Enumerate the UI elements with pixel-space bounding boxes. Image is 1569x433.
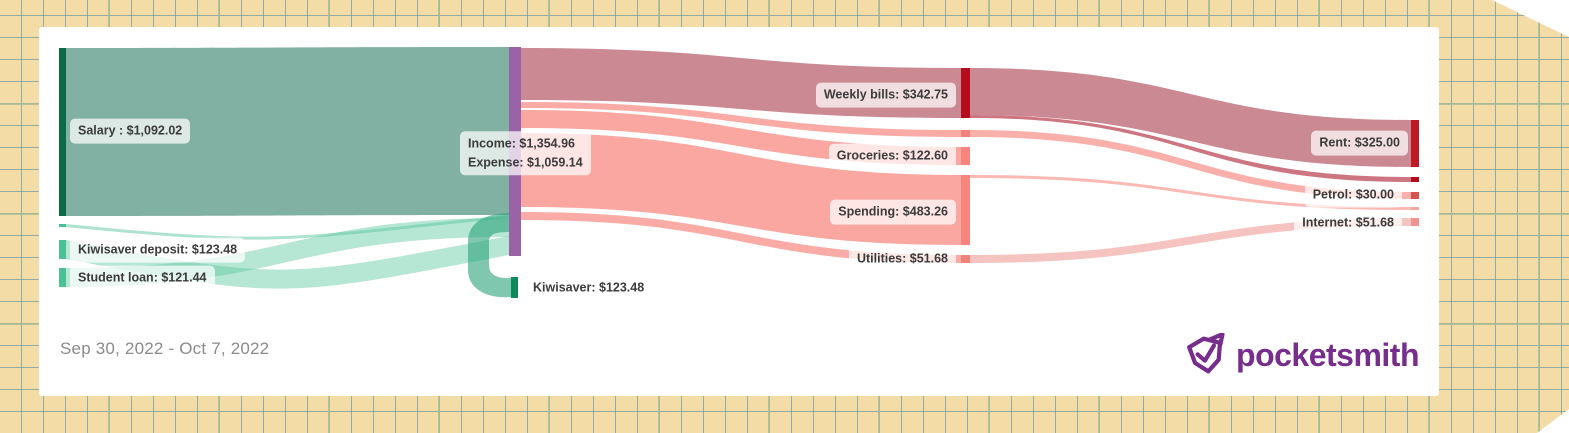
node-unlabeled-mid bbox=[961, 130, 970, 137]
node-petrol bbox=[1411, 192, 1419, 199]
brand-wordmark: pocketsmith bbox=[1236, 336, 1419, 373]
flow-wb-to-rent bbox=[970, 68, 1411, 167]
label-student-loan: Student loan: $121.44 bbox=[70, 265, 215, 291]
label-spending: Spending: $483.26 bbox=[830, 199, 956, 225]
label-kiwisaver: Kiwisaver: $123.48 bbox=[525, 275, 653, 301]
label-petrol: Petrol: $30.00 bbox=[1304, 182, 1402, 208]
cashflow-card: Salary : $1,092.02 Income: $1,354.96 Expen… bbox=[39, 27, 1439, 396]
node-weekly-bills bbox=[961, 68, 970, 118]
node-internet bbox=[1411, 218, 1419, 226]
label-kiwisaver-dep: Kiwisaver deposit: $123.48 bbox=[70, 237, 246, 263]
pocketsmith-logo: pocketsmith bbox=[1184, 330, 1419, 380]
label-groceries: Groceries: $122.60 bbox=[828, 143, 956, 169]
flow-to-unlabeled bbox=[521, 102, 961, 137]
flow-spend-to-tick bbox=[970, 175, 1411, 210]
node-extra-income bbox=[59, 224, 66, 227]
flow-wb-to-tiny bbox=[970, 115, 1411, 182]
flow-unl-to-petrol bbox=[970, 130, 1411, 199]
node-tick-right bbox=[1411, 207, 1419, 210]
flow-income-to-kiwisaver bbox=[468, 213, 511, 298]
label-salary: Salary : $1,092.02 bbox=[70, 118, 191, 144]
pocketsmith-shield-icon bbox=[1187, 333, 1225, 374]
node-groceries bbox=[961, 147, 970, 165]
node-tiny-right bbox=[1411, 177, 1419, 182]
node-rent bbox=[1411, 120, 1419, 167]
label-weekly-bills: Weekly bills: $342.75 bbox=[815, 82, 956, 108]
label-internet: Internet: $51.68 bbox=[1294, 210, 1402, 236]
node-kiwisaver-deposit bbox=[59, 240, 66, 259]
label-rent: Rent: $325.00 bbox=[1311, 130, 1408, 156]
node-kiwisaver bbox=[511, 277, 518, 298]
sankey-svg bbox=[59, 47, 1419, 298]
flow-salary-income bbox=[66, 47, 509, 216]
node-spending bbox=[961, 175, 970, 245]
date-range-label: Sep 30, 2022 - Oct 7, 2022 bbox=[60, 339, 270, 358]
label-income-expense: Income: $1,354.96 Expense: $1,059.14 bbox=[460, 131, 591, 175]
flow-to-utilities bbox=[521, 212, 961, 263]
node-student-loan bbox=[59, 268, 66, 287]
node-utilities bbox=[961, 255, 970, 263]
sankey-chart: Salary : $1,092.02 Income: $1,354.96 Expen… bbox=[39, 27, 1439, 327]
label-utilities: Utilities: $51.68 bbox=[848, 246, 956, 272]
node-salary bbox=[59, 48, 66, 216]
